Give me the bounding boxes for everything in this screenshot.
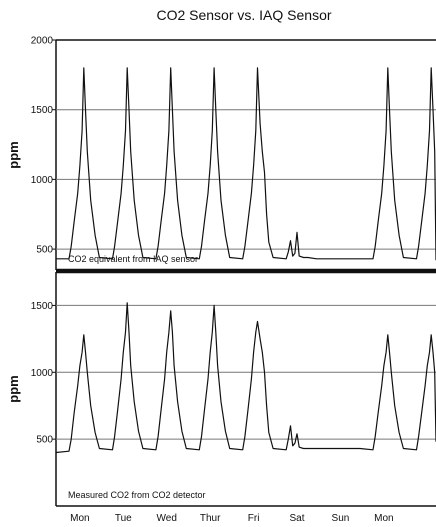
panel-2-series-line xyxy=(55,302,436,454)
x-tick-label: Sun xyxy=(332,513,350,524)
panel-1-y-axis-label: ppm xyxy=(6,141,21,168)
panel-1-y-tick-label: 500 xyxy=(36,245,53,256)
x-tick-label: Mon xyxy=(374,513,393,524)
x-tick-label: Wed xyxy=(157,513,177,524)
x-tick-label: Mon xyxy=(70,513,89,524)
x-axis-ticks: Mon Tue Wed Thur Fri Sat Sun Mon xyxy=(70,513,393,524)
panel-1-y-tick-label: 2000 xyxy=(31,36,54,47)
chart-panels: 500 1000 1500 2000 ppm CO2 equivalent from IA… xyxy=(6,36,436,507)
x-tick-label: Thur xyxy=(200,513,221,524)
panel-2-annotation: Measured CO2 from CO2 detector xyxy=(68,490,206,500)
panel-2: 500 1000 1500 ppm Measured CO2 from CO2 dete… xyxy=(6,270,436,507)
panel-1-series-line xyxy=(56,67,436,261)
panel-1: 500 1000 1500 2000 ppm CO2 equivalent from IA… xyxy=(6,36,436,272)
chart-title: CO2 Sensor vs. IAQ Sensor xyxy=(156,7,331,23)
panel-2-y-tick-label: 1500 xyxy=(31,301,54,312)
panel-1-y-tick-label: 1500 xyxy=(31,105,54,116)
panel-2-y-axis-label: ppm xyxy=(6,375,21,402)
panel-1-annotation: CO2 equivalent from IAQ sensor xyxy=(68,254,198,264)
panel-2-y-tick-label: 1000 xyxy=(31,368,54,379)
x-tick-label: Sat xyxy=(290,513,305,524)
panel-1-y-tick-label: 1000 xyxy=(31,175,54,186)
x-tick-label: Fri xyxy=(248,513,260,524)
panel-2-y-tick-label: 500 xyxy=(36,435,53,446)
x-tick-label: Tue xyxy=(115,513,132,524)
